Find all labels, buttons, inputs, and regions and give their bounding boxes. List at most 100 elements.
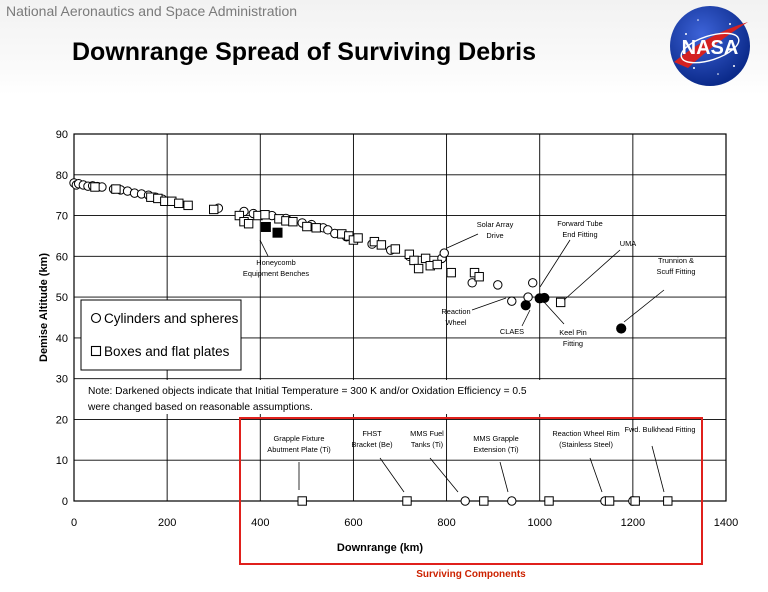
legend-circle-icon <box>90 312 102 324</box>
annotation-label: Wheel <box>446 318 467 327</box>
y-tick-label: 20 <box>56 414 68 426</box>
annotation-leader <box>379 457 405 493</box>
y-tick-label: 40 <box>56 333 68 345</box>
annotation-label: Reaction <box>441 307 470 316</box>
annotation-label: Abutment Plate (Ti) <box>267 445 330 454</box>
data-point-box <box>413 263 424 274</box>
annotation-leader <box>521 309 531 327</box>
data-point-cylinder <box>439 248 449 258</box>
y-tick-label: 70 <box>56 211 68 223</box>
annotation-label: CLAES <box>500 327 524 336</box>
chart-note: were changed based on reasonable assumpt… <box>87 402 313 413</box>
data-point-cylinder <box>467 278 477 288</box>
x-tick-label: 0 <box>71 517 77 529</box>
data-point-surviving <box>402 496 412 506</box>
annotation-leader <box>499 461 509 493</box>
annotation-label: (Stainless Steel) <box>559 440 613 449</box>
annotation-leader <box>651 445 665 493</box>
data-point-box <box>174 198 184 209</box>
data-point-darkened <box>260 221 271 232</box>
data-point-surviving <box>479 496 489 506</box>
annotation-leader <box>589 457 603 493</box>
chart-legend: Cylinders and spheres Boxes and flat plat… <box>80 299 242 371</box>
annotation-label: Fitting <box>563 339 583 348</box>
data-point-box <box>409 255 419 266</box>
annotation-label: Reaction Wheel Rim <box>552 429 619 438</box>
slide-title: Downrange Spread of Surviving Debris <box>72 38 536 66</box>
data-point-cylinder <box>523 292 533 302</box>
data-point-darkened <box>272 227 283 238</box>
y-tick-label: 90 <box>56 129 68 141</box>
legend-square-icon <box>90 345 102 357</box>
annotation-label: Scuff Fitting <box>657 267 696 276</box>
annotation-label: Forward Tube <box>557 219 603 228</box>
data-point-cylinder <box>493 280 503 290</box>
data-point-surviving <box>630 496 640 506</box>
y-tick-label: 60 <box>56 251 68 263</box>
data-point-box <box>432 259 442 270</box>
data-point-surviving <box>460 496 470 506</box>
data-point-box <box>302 221 312 232</box>
note-background <box>84 380 580 414</box>
x-tick-label: 800 <box>437 517 455 529</box>
data-point-box <box>446 267 456 278</box>
agency-name: National Aeronautics and Space Administr… <box>6 3 298 19</box>
annotation-label: MMS Grapple <box>473 434 519 443</box>
y-tick-label: 80 <box>56 170 68 182</box>
annotation-label: Bracket (Be) <box>351 440 392 449</box>
data-point-box <box>555 297 566 308</box>
annotation-leader <box>429 457 459 493</box>
chart-annotations: Note: Darkened objects indicate that Ini… <box>84 219 703 565</box>
data-point-box <box>474 272 484 282</box>
annotation-label: FHST <box>362 429 382 438</box>
y-tick-label: 50 <box>56 292 68 304</box>
annotation-leader <box>539 239 571 288</box>
nasa-logo: NASA <box>670 6 750 86</box>
annotation-leader <box>563 249 621 301</box>
x-tick-label: 1000 <box>527 517 551 529</box>
data-point-surviving <box>604 496 615 506</box>
annotation-leader <box>623 289 665 323</box>
annotation-leader <box>471 297 507 311</box>
data-point-box <box>111 184 121 194</box>
header-band <box>0 0 768 95</box>
annotation-label: Keel Pin <box>559 328 587 337</box>
annotation-leader <box>259 239 269 257</box>
data-point-surviving <box>507 496 517 506</box>
chart-axes: 0 200 400 600 800 1000 1200 1400 0 10 20 30 40 50 60 70… <box>38 129 738 554</box>
annotation-label: Grapple Fixture <box>274 434 325 443</box>
x-tick-label: 400 <box>251 517 269 529</box>
surviving-components-label: Surviving Components <box>416 569 526 580</box>
annotation-leader <box>543 301 565 325</box>
x-axis-label: Downrange (km) <box>337 542 424 554</box>
data-point-surviving <box>297 496 307 506</box>
chart-note: Note: Darkened objects indicate that Ini… <box>88 386 527 397</box>
nasa-logo-text: NASA <box>682 37 739 59</box>
annotation-label: Tanks (Ti) <box>411 440 443 449</box>
annotation-label: UMA <box>620 239 636 248</box>
legend-label: Boxes and flat plates <box>104 344 230 359</box>
annotation-label: Solar Array <box>477 220 514 229</box>
y-tick-label: 0 <box>62 496 68 508</box>
y-tick-label: 30 <box>56 374 68 386</box>
data-point-darkened <box>616 323 627 334</box>
surviving-components-box <box>239 417 703 565</box>
data-point-box <box>243 219 254 229</box>
x-tick-label: 600 <box>344 517 362 529</box>
annotation-label: Equipment Benches <box>243 269 309 278</box>
annotation-label: Honeycomb <box>256 258 295 267</box>
data-point-surviving <box>663 496 673 506</box>
data-point-surviving <box>544 496 554 506</box>
annotation-label: Drive <box>486 231 503 240</box>
annotation-label: End Fitting <box>562 230 597 239</box>
data-point-box <box>260 210 270 220</box>
legend-label: Cylinders and spheres <box>104 311 239 326</box>
annotation-label: Fwd. Bulkhead Fitting <box>624 425 695 434</box>
data-point-box <box>90 182 100 192</box>
data-point-cylinder <box>528 278 538 288</box>
y-tick-label: 10 <box>56 455 68 467</box>
annotation-label: MMS Fuel <box>410 429 444 438</box>
x-tick-label: 1400 <box>714 517 738 529</box>
legend-box <box>80 299 242 371</box>
annotation-leader <box>446 233 479 249</box>
